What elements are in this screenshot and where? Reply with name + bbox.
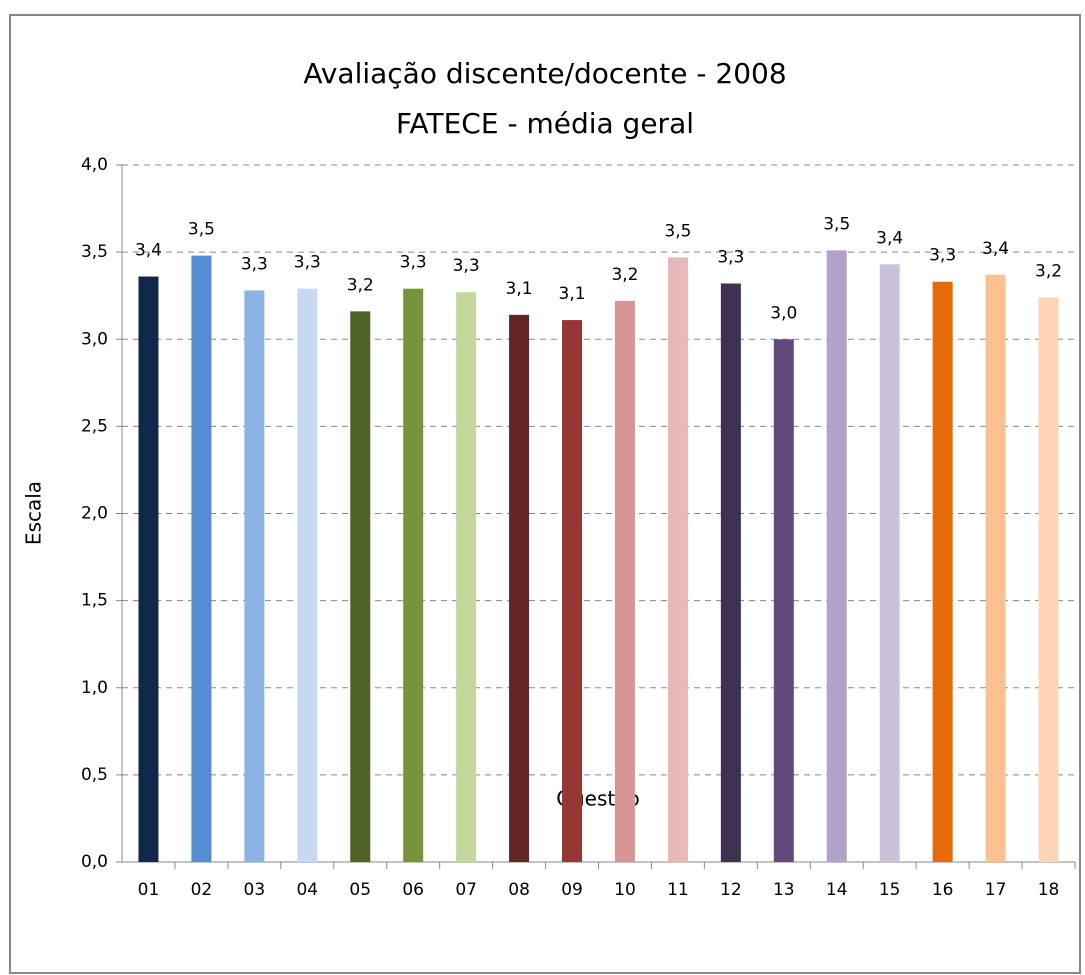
data-label: 3,5 (188, 220, 215, 240)
bar (667, 257, 688, 862)
data-label: 3,1 (506, 279, 533, 299)
x-tick-label: 01 (138, 880, 160, 900)
x-tick-label: 12 (720, 880, 742, 900)
bar (985, 274, 1006, 863)
chart-title: Avaliação discente/docente - 2008 (303, 57, 786, 90)
data-label: 3,3 (294, 253, 321, 273)
y-tick-label: 4,0 (81, 155, 108, 175)
bar (244, 290, 265, 863)
y-tick-label: 2,0 (81, 504, 108, 524)
x-tick-label: 05 (349, 880, 371, 900)
y-tick-label: 1,0 (81, 678, 108, 698)
bar (562, 320, 583, 862)
x-tick-label: 10 (614, 880, 636, 900)
bar (773, 339, 794, 862)
y-axis-title: Escala (22, 481, 46, 545)
bar (350, 311, 371, 862)
data-label: 3,5 (823, 214, 850, 234)
data-label: 3,4 (876, 228, 903, 248)
x-tick-label: 04 (296, 880, 318, 900)
x-tick-label: 13 (773, 880, 795, 900)
x-tick-label: 09 (561, 880, 583, 900)
data-label: 3,3 (453, 256, 480, 276)
chart-subtitle: FATECE - média geral (396, 107, 694, 140)
x-tick-label: 06 (402, 880, 424, 900)
y-tick-label: 3,5 (81, 242, 108, 262)
data-label: 3,2 (347, 275, 374, 295)
x-tick-label: 17 (985, 880, 1007, 900)
y-tick-label: 0,5 (81, 765, 108, 785)
data-label: 3,3 (241, 254, 268, 274)
bar (191, 255, 212, 863)
bar (614, 300, 635, 862)
data-label: 3,4 (135, 241, 162, 261)
x-tick-label: 08 (508, 880, 530, 900)
bar (403, 288, 424, 862)
x-tick-label: 02 (191, 880, 213, 900)
bar (138, 276, 159, 862)
data-label: 3,2 (1035, 261, 1062, 281)
x-tick-label: 18 (1038, 880, 1060, 900)
chart-frame (9, 14, 1081, 974)
x-tick-label: 07 (455, 880, 477, 900)
bar (932, 281, 953, 862)
y-tick-label: 2,5 (81, 416, 108, 436)
data-label: 3,3 (929, 246, 956, 266)
data-label: 3,2 (611, 265, 638, 285)
bar (826, 250, 847, 862)
data-label: 3,5 (664, 221, 691, 241)
bar (1038, 297, 1059, 862)
x-tick-label: 11 (667, 880, 689, 900)
x-tick-label: 03 (244, 880, 266, 900)
bar (509, 314, 530, 863)
x-tick-label: 15 (879, 880, 901, 900)
x-tick-label: 16 (932, 880, 954, 900)
bar (297, 288, 318, 862)
data-label: 3,1 (559, 284, 586, 304)
data-label: 3,3 (717, 247, 744, 267)
x-tick-label: 14 (826, 880, 848, 900)
y-tick-label: 3,0 (81, 329, 108, 349)
bar (456, 292, 477, 862)
y-tick-label: 1,5 (81, 591, 108, 611)
bar (720, 283, 741, 862)
bar (879, 264, 900, 862)
data-label: 3,3 (400, 253, 427, 273)
data-label: 3,4 (982, 239, 1009, 259)
y-tick-label: 0,0 (81, 852, 108, 872)
data-label: 3,0 (770, 303, 797, 323)
